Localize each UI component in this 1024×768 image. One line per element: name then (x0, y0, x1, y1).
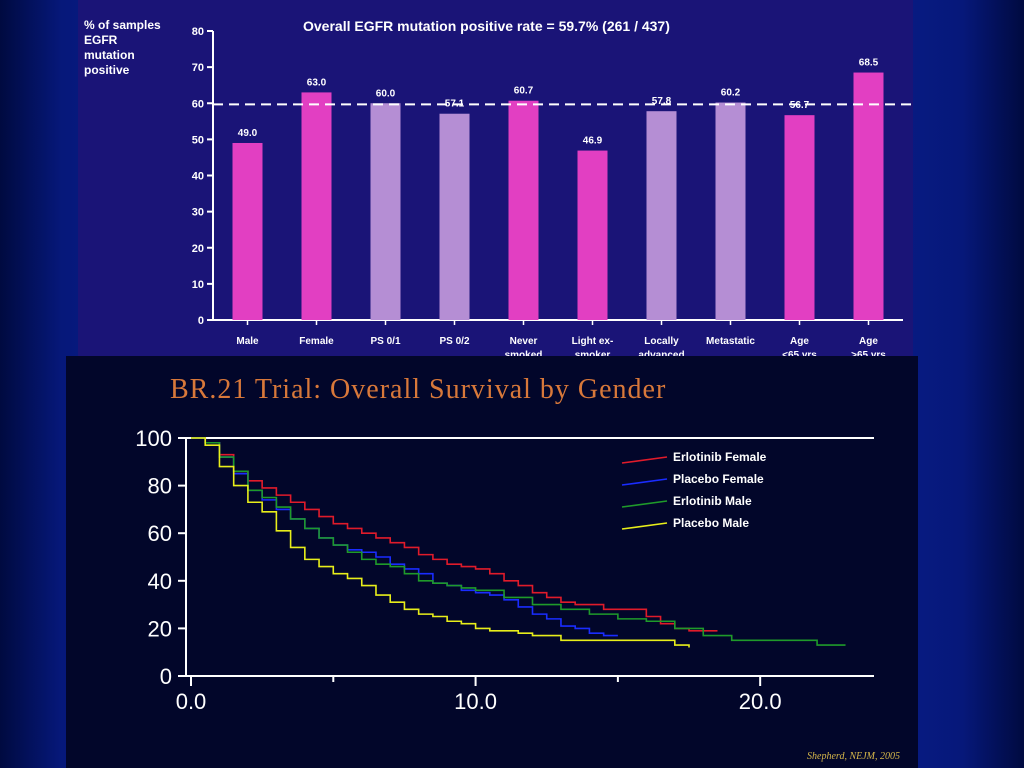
bar-category-label: PS 0/1 (370, 336, 400, 347)
survival-chart-title: BR.21 Trial: Overall Survival by Gender (170, 374, 667, 405)
bar-chart-panel: % of samples EGFR mutation positive Over… (78, 0, 913, 356)
bar (301, 92, 332, 320)
bar-value-label: 56.7 (790, 100, 810, 111)
bar-category-label: PS 0/2 (439, 336, 469, 347)
bar-y-tick-label: 10 (192, 279, 204, 291)
bar-y-tick-label: 60 (192, 98, 204, 110)
bar-chart-y-axis-label: % of samples EGFR mutation positive (84, 18, 161, 77)
legend-swatch (621, 478, 668, 486)
km-x-tick-label: 10.0 (454, 689, 497, 714)
bar-value-label: 46.9 (583, 136, 603, 147)
bar (232, 142, 263, 320)
bar-y-tick-label: 30 (192, 207, 204, 219)
legend-swatch (621, 522, 668, 530)
bar-value-label: 68.5 (859, 58, 879, 69)
bar-y-tick-label: 0 (198, 315, 204, 327)
survival-curve (191, 437, 718, 632)
km-y-tick-label: 80 (148, 474, 172, 499)
bar-value-label: 57.8 (652, 96, 672, 107)
bar-category-label: Age <65 yrs (782, 336, 817, 356)
legend-swatch (621, 456, 668, 464)
survival-curve (191, 437, 690, 648)
bar-chart-title: Overall EGFR mutation positive rate = 59… (303, 18, 670, 34)
bar (508, 100, 539, 320)
legend-label: Placebo Female (673, 472, 764, 486)
bar (646, 111, 677, 320)
bar-category-label: Locally advanced (638, 336, 684, 356)
bar (715, 102, 746, 320)
survival-chart-panel: BR.21 Trial: Overall Survival by Gender … (66, 356, 918, 768)
bar-value-label: 49.0 (238, 128, 258, 139)
legend-label: Placebo Male (673, 516, 749, 530)
bar-y-tick-label: 40 (192, 171, 204, 183)
bar (439, 113, 470, 320)
survival-chart: 0 20 40 60 80 100 0.0 10.0 20.0 Erlotinib Female P… (135, 426, 874, 714)
survival-curve (191, 437, 846, 646)
bar-category-label: Metastatic (706, 336, 755, 347)
bar (370, 103, 401, 320)
bar-category-label: Never smoked (505, 336, 543, 356)
bar-y-tick-label: 50 (192, 134, 204, 146)
km-y-tick-label: 60 (148, 521, 172, 546)
bar-chart: 0 10 20 30 40 50 60 70 80 49.0 Male 63.0 Female 60.0 P… (192, 26, 913, 356)
bar-value-label: 60.0 (376, 88, 396, 99)
bar-category-label: Female (299, 336, 334, 347)
bar-category-label: Male (236, 336, 259, 347)
legend-label: Erlotinib Female (673, 450, 767, 464)
km-y-tick-label: 0 (160, 664, 172, 689)
citation: Shepherd, NEJM, 2005 (807, 751, 900, 762)
bar (577, 150, 608, 320)
legend-label: Erlotinib Male (673, 494, 752, 508)
legend-swatch (621, 500, 668, 508)
bar (784, 115, 815, 320)
bar-value-label: 63.0 (307, 77, 327, 88)
bar-value-label: 60.2 (721, 88, 741, 99)
bar-category-label: Light ex-smoker (572, 336, 614, 356)
bar (853, 72, 884, 320)
bar-value-label: 60.7 (514, 86, 534, 97)
km-y-tick-label: 20 (148, 616, 172, 641)
bar-y-tick-label: 80 (192, 26, 204, 38)
bar-category-label: Age >65 yrs (851, 336, 886, 356)
bar-y-tick-label: 20 (192, 243, 204, 255)
km-y-tick-label: 40 (148, 569, 172, 594)
km-y-tick-label: 100 (135, 426, 172, 451)
km-x-tick-label: 0.0 (176, 689, 207, 714)
bar-y-tick-label: 70 (192, 62, 204, 74)
km-x-tick-label: 20.0 (739, 689, 782, 714)
